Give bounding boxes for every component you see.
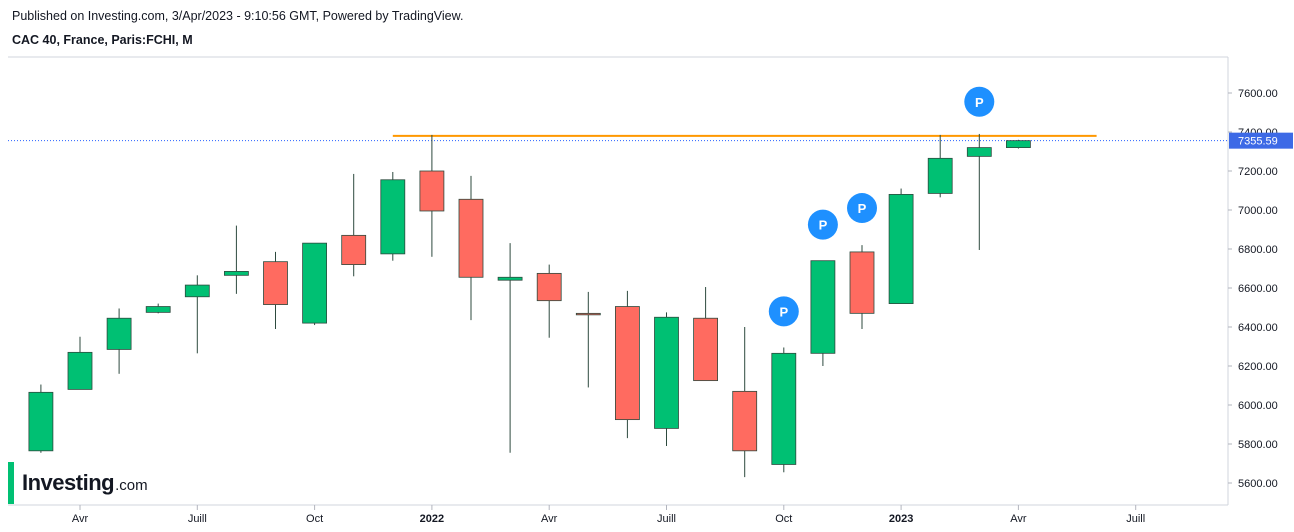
- candle-body: [927, 157, 953, 194]
- candle[interactable]: [1006, 139, 1031, 149]
- x-tick-label: 2022: [420, 513, 444, 525]
- x-tick-label: Oct: [306, 513, 323, 525]
- y-tick-label: 6200.00: [1238, 361, 1278, 373]
- x-tick-label: 2023: [889, 513, 913, 525]
- candle[interactable]: [575, 291, 601, 388]
- candle-body: [67, 351, 93, 390]
- candle-body: [302, 242, 328, 324]
- logo-main-text: Investing: [22, 470, 115, 495]
- p-marker-label: P: [779, 304, 788, 319]
- p-marker-circle: [807, 209, 838, 240]
- p-marker-label: P: [975, 95, 984, 110]
- candle-body: [28, 391, 54, 452]
- candle-body: [263, 261, 288, 305]
- candle[interactable]: [458, 175, 484, 321]
- candle[interactable]: [849, 245, 875, 329]
- logo-bar: [8, 462, 14, 504]
- publish-info: Published on Investing.com, 3/Apr/2023 -…: [12, 9, 464, 23]
- candle[interactable]: [966, 133, 992, 250]
- candles-layer: [28, 133, 1031, 478]
- candle-body: [145, 306, 171, 313]
- y-tick-label: 5800.00: [1238, 439, 1278, 451]
- candle-body: [654, 316, 679, 429]
- candle[interactable]: [145, 303, 171, 314]
- candle[interactable]: [223, 225, 249, 294]
- current-price-tag: [1229, 132, 1293, 149]
- candle[interactable]: [341, 173, 367, 277]
- candle-body: [223, 271, 249, 276]
- p-marker-circle: [768, 296, 799, 327]
- candle[interactable]: [106, 308, 132, 374]
- p-marker-label: P: [858, 201, 867, 216]
- candle-body: [810, 260, 836, 354]
- candle[interactable]: [302, 242, 328, 326]
- candle[interactable]: [263, 251, 288, 329]
- lines-layer: [8, 134, 1228, 142]
- x-tick-label: Avr: [1010, 513, 1027, 525]
- candle[interactable]: [380, 171, 406, 261]
- x-tick-label: Juill: [657, 513, 676, 525]
- candle[interactable]: [615, 290, 640, 439]
- candle-body: [497, 276, 523, 281]
- candle[interactable]: [67, 336, 93, 390]
- candle[interactable]: [497, 243, 523, 453]
- tags-layer: 7355.59: [1229, 132, 1293, 149]
- x-tick-label: Oct: [775, 513, 792, 525]
- current-price-label: 7355.59: [1238, 136, 1278, 148]
- candle-body: [458, 198, 484, 278]
- candle-body: [106, 317, 132, 350]
- x-tick-label: Avr: [72, 513, 89, 525]
- candle[interactable]: [810, 260, 836, 366]
- candle-body: [615, 306, 640, 421]
- candle[interactable]: [693, 287, 718, 382]
- p-marker-label: P: [819, 218, 828, 233]
- candle[interactable]: [536, 264, 562, 338]
- y-tick-label: 7200.00: [1238, 166, 1278, 178]
- candle[interactable]: [419, 134, 445, 257]
- x-tick-label: Juill: [188, 513, 207, 525]
- candle-body: [341, 234, 367, 266]
- candle-body: [732, 390, 758, 452]
- p-marker-circle: [964, 86, 995, 117]
- y-tick-label: 6400.00: [1238, 322, 1278, 334]
- candle-body: [771, 352, 797, 465]
- axes-layer: 5600.00 5800.00 6000.00 6200.00 6400.00 6600.…: [8, 56, 1278, 525]
- candle-body: [966, 147, 992, 157]
- x-tick-label: Avr: [541, 513, 558, 525]
- candle[interactable]: [771, 347, 797, 473]
- markers-layer: P P P P: [768, 86, 995, 327]
- candle[interactable]: [927, 134, 953, 198]
- y-tick-label: 6000.00: [1238, 400, 1278, 412]
- logo-suffix-text: .com: [115, 476, 148, 494]
- investing-logo: Investing .com: [8, 462, 148, 504]
- y-tick-label: 7000.00: [1238, 205, 1278, 217]
- candle[interactable]: [28, 384, 54, 453]
- candle-body: [380, 179, 406, 255]
- y-tick-label: 7600.00: [1238, 88, 1278, 100]
- candle[interactable]: [732, 327, 758, 478]
- candle-body: [1006, 140, 1031, 148]
- candle-body: [184, 284, 210, 298]
- candle[interactable]: [654, 312, 679, 446]
- candle-body: [536, 272, 562, 302]
- candle[interactable]: [184, 275, 210, 354]
- y-tick-label: 6800.00: [1238, 244, 1278, 256]
- candle-body: [575, 312, 601, 316]
- candle-body: [419, 170, 445, 212]
- candle-body: [888, 193, 914, 304]
- p-marker-circle: [847, 193, 877, 224]
- y-tick-label: 6600.00: [1238, 283, 1278, 295]
- candle-body: [849, 251, 875, 314]
- candle-body: [693, 317, 718, 382]
- y-tick-label: 5600.00: [1238, 478, 1278, 490]
- p-marker[interactable]: P: [964, 86, 995, 117]
- symbol-title: CAC 40, France, Paris:FCHI, M: [12, 33, 193, 47]
- candle[interactable]: [888, 188, 914, 304]
- p-marker[interactable]: P: [768, 296, 799, 327]
- x-tick-label: Juill: [1126, 513, 1145, 525]
- p-marker[interactable]: P: [847, 193, 877, 224]
- p-marker[interactable]: P: [807, 209, 838, 240]
